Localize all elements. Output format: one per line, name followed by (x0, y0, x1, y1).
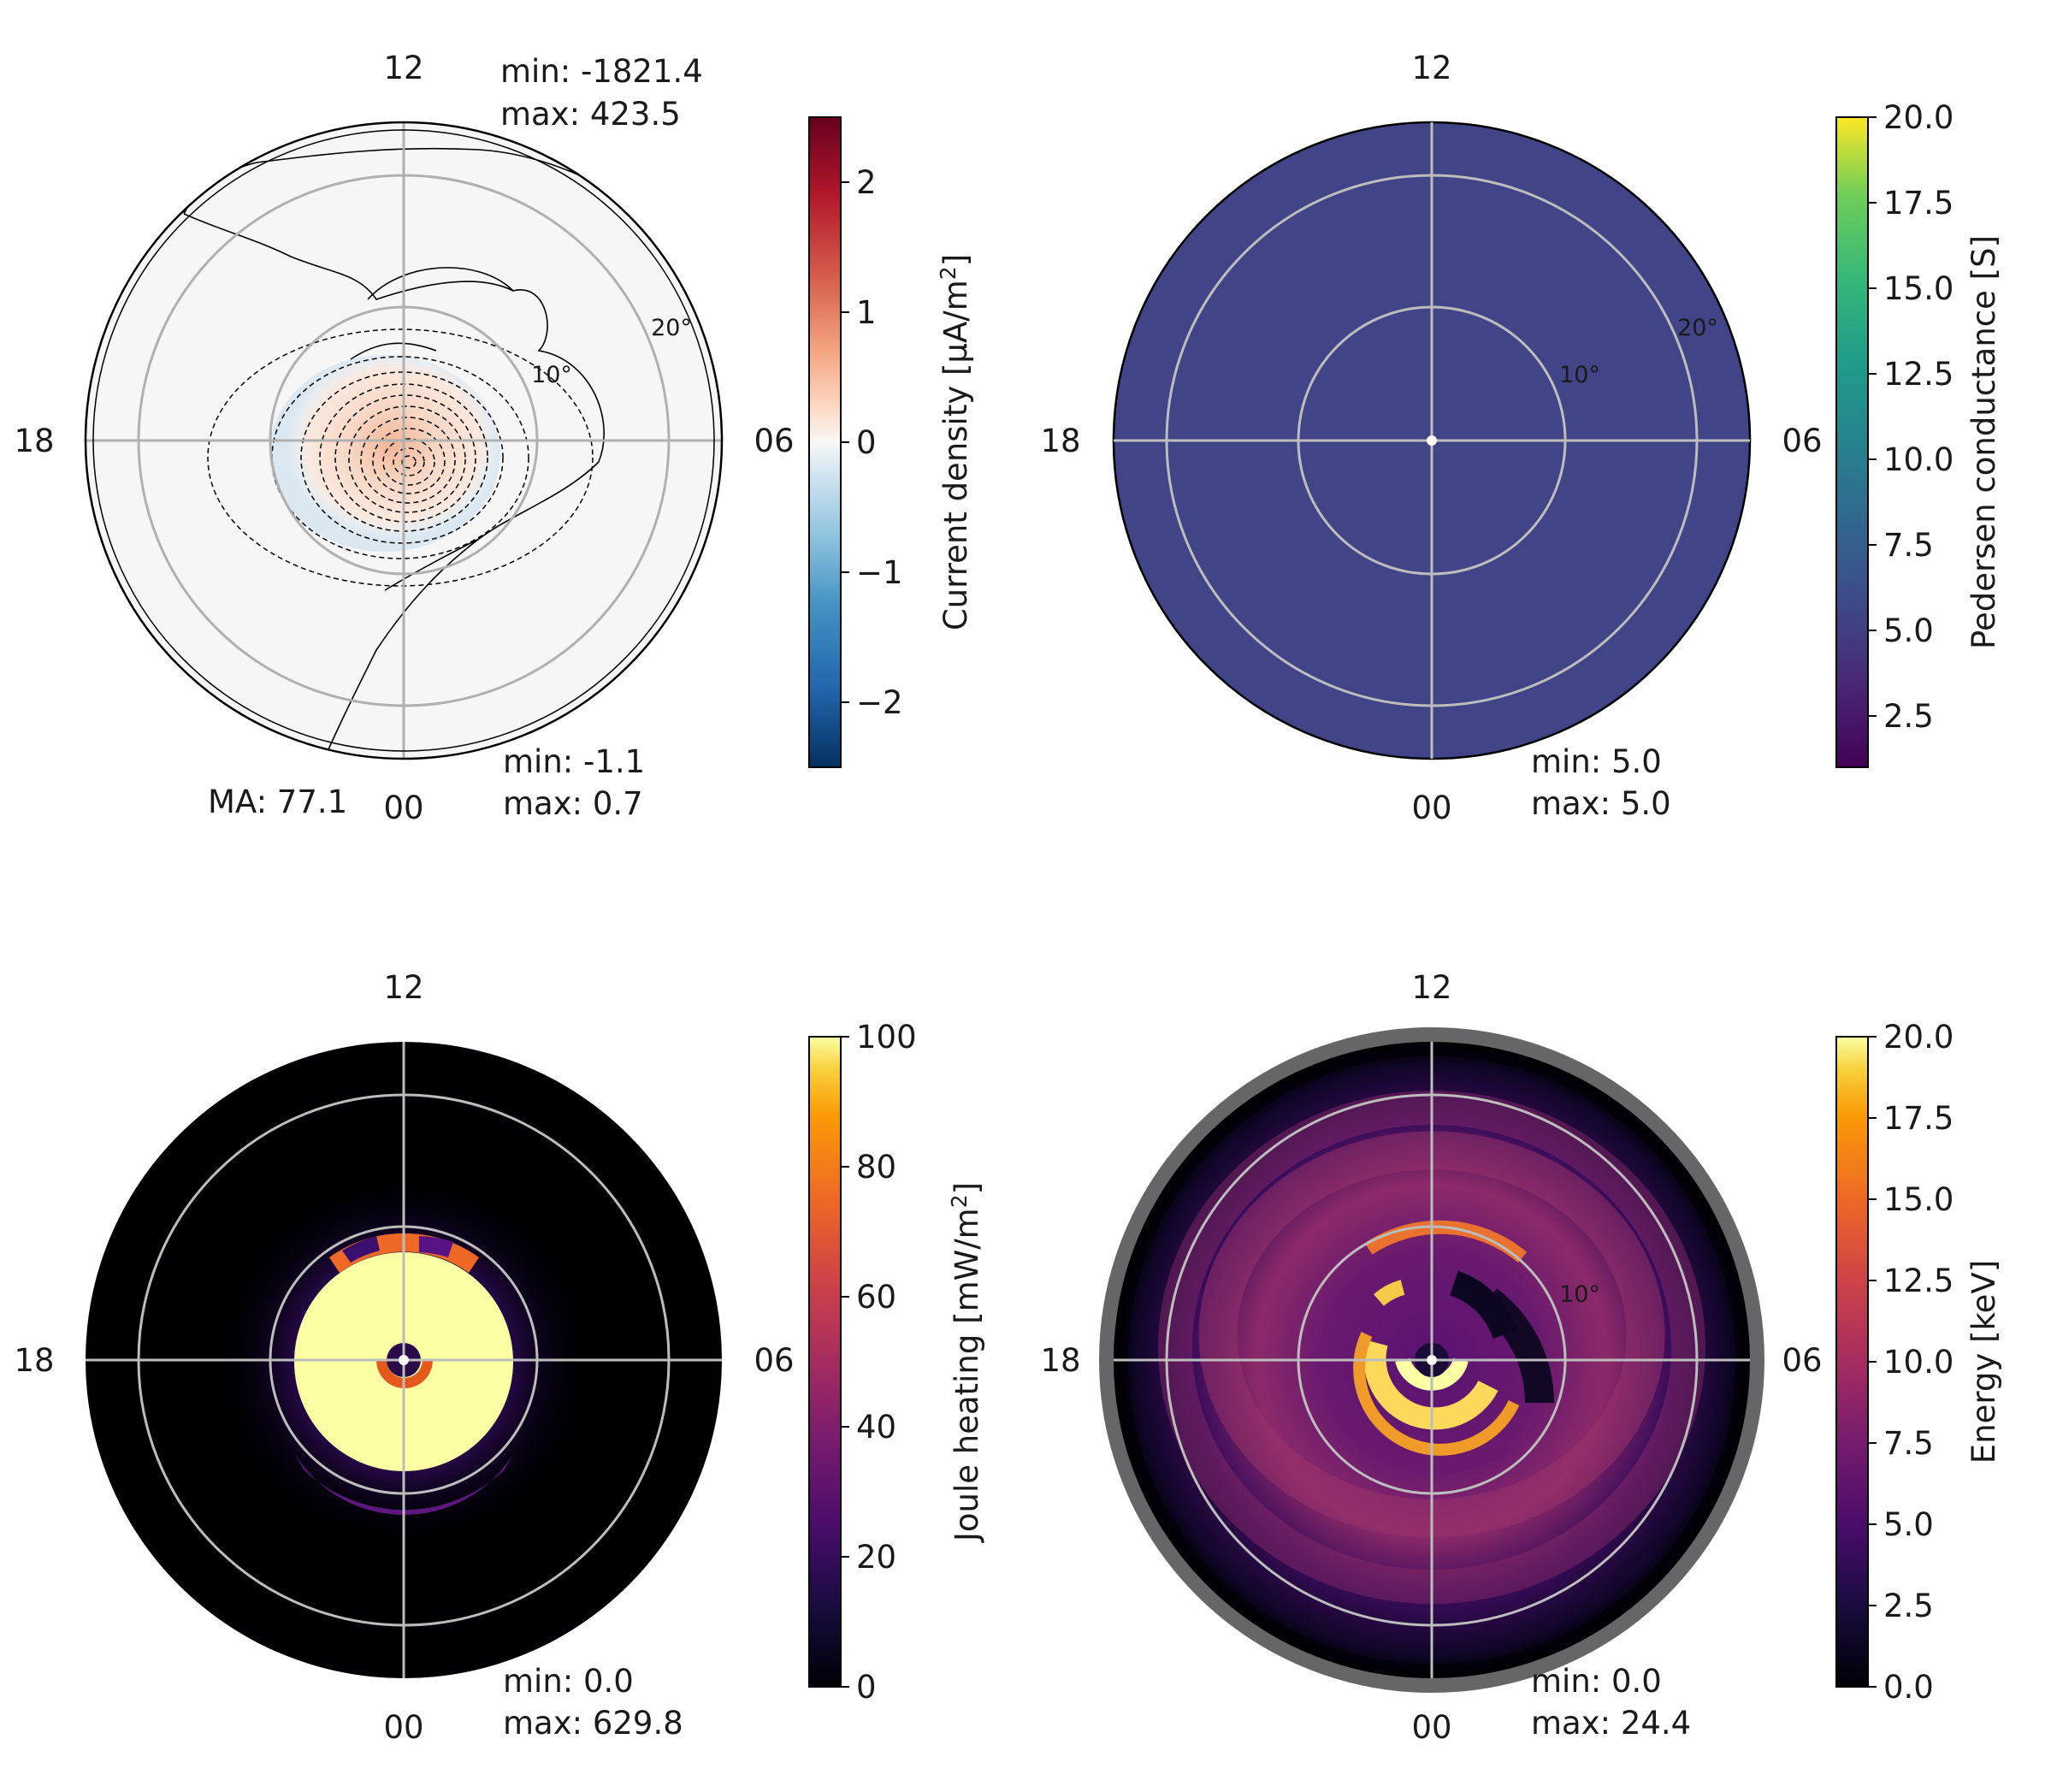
colorbar-tick-label: −1 (856, 554, 903, 591)
colorbar-label: Energy [keV] (1965, 1260, 2002, 1464)
colorbar-tick-label: 12.5 (1883, 1263, 1953, 1299)
stats-bottom-min: min: 0.0 (1531, 1663, 1662, 1700)
colorbar-label: Joule heating [mW/m2] (947, 1182, 985, 1543)
pole-marker (1427, 1355, 1437, 1365)
colorbar-tick-label: 20 (856, 1539, 896, 1576)
mlt-label-00: 00 (383, 790, 423, 826)
colorbar-tick-label: 5.0 (1883, 1506, 1934, 1543)
colorbar-tick-label: 40 (856, 1409, 896, 1446)
colorbar-gradient (808, 1036, 842, 1688)
colorbar-tick-label: 7.5 (1883, 1425, 1934, 1462)
mlt-label-18: 18 (1040, 1342, 1080, 1379)
ma-label: MA: 77.1 (208, 784, 347, 820)
colorbar-gradient (1835, 1036, 1869, 1688)
colorbar-tick-label: 20.0 (1883, 99, 1953, 136)
mlt-label-06: 06 (754, 1342, 794, 1379)
stats-top-max: max: 423.5 (500, 96, 681, 133)
colorbar-tick-label: 20.0 (1883, 1019, 1953, 1056)
panel-current-density: 12 00 18 06 10° 20° min: -1821.4 max: 42… (14, 50, 974, 826)
colorbar-label: Current density [μA/m2] (936, 254, 974, 630)
panel-joule-heating: 12 00 18 06 min: 0.0 max: 629.8 0 20 40 60 8… (14, 969, 985, 1746)
stats-bottom-min: min: -1.1 (503, 743, 645, 780)
colorbar-tick-label: 12.5 (1883, 356, 1953, 393)
colorbar-tick-label: 0 (856, 1669, 877, 1706)
colorbar-pedersen-conductance: 2.5 5.0 7.5 10.0 12.5 15.0 17.5 20.0 Pedersen c… (1835, 99, 2002, 768)
colorbar-gradient (1835, 116, 1869, 768)
colorbar-tick-label: 0 (856, 424, 877, 461)
colorbar-tick-label: 15.0 (1883, 270, 1953, 307)
stats-bottom-max: max: 0.7 (503, 785, 643, 822)
stats-top-min: min: -1821.4 (500, 53, 703, 90)
stats-bottom-max: max: 5.0 (1531, 785, 1671, 822)
ring-label-20: 20° (651, 315, 692, 341)
mlt-label-12: 12 (1411, 969, 1451, 1006)
outer-boundary-inner (92, 129, 715, 752)
colorbar-tick-label: 1 (856, 294, 877, 331)
ring-label-10: 10° (1559, 362, 1600, 388)
polar-grid (86, 122, 722, 759)
colorbar-tick-label: 5.0 (1883, 612, 1934, 649)
colorbar-tick-label: 60 (856, 1279, 896, 1316)
colorbar-tick-label: 10.0 (1883, 1344, 1953, 1381)
panel-energy: 12 00 18 06 10° min: 0.0 max: 24.4 0.0 2.… (1040, 969, 2002, 1746)
mlt-label-06: 06 (1782, 1342, 1822, 1379)
colorbar-current-density: −2 −1 0 1 2 Current density [μA/m2] (808, 116, 974, 768)
mlt-label-12: 12 (383, 50, 423, 86)
mlt-label-06: 06 (1782, 423, 1822, 459)
colorbar-tick-label: 2.5 (1883, 698, 1934, 735)
stats-bottom-min: min: 0.0 (503, 1663, 634, 1700)
inner-heating-ring (376, 1360, 433, 1388)
mlt-label-18: 18 (14, 423, 54, 459)
colorbar-tick-label: 80 (856, 1149, 896, 1186)
stats-bottom-max: max: 24.4 (1531, 1705, 1691, 1742)
colorbar-tick-label: −2 (856, 684, 903, 721)
colorbar-tick-label: 100 (856, 1019, 917, 1056)
colorbar-tick-label: 15.0 (1883, 1181, 1953, 1218)
heating-annulus (295, 1233, 513, 1515)
stats-bottom-max: max: 629.8 (503, 1705, 683, 1742)
panel-pedersen-conductance: 12 00 18 06 10° 20° min: 5.0 max: 5.0 2.… (1040, 50, 2002, 826)
colorbar-tick-label: 17.5 (1883, 1100, 1953, 1137)
colorbar-label: Pedersen conductance [S] (1965, 235, 2002, 649)
mlt-label-00: 00 (383, 1709, 423, 1746)
pole-marker (1427, 435, 1437, 446)
colorbar-gradient (808, 116, 842, 768)
mlt-label-12: 12 (1411, 50, 1451, 86)
colorbar-tick-label: 7.5 (1883, 527, 1934, 564)
mlt-label-00: 00 (1411, 1709, 1451, 1746)
mlt-label-06: 06 (754, 423, 794, 459)
mlt-label-18: 18 (14, 1342, 54, 1379)
mlt-label-12: 12 (383, 969, 423, 1006)
colorbar-joule-heating: 0 20 40 60 80 100 Joule heating [mW/m2] (808, 1019, 985, 1706)
colorbar-tick-label: 2.5 (1883, 1588, 1934, 1624)
colorbar-tick-label: 17.5 (1883, 185, 1953, 222)
colorbar-energy: 0.0 2.5 5.0 7.5 10.0 12.5 15.0 17.5 20.0 Energy … (1835, 1019, 2002, 1706)
pole-marker (399, 1355, 409, 1365)
ring-label-10: 10° (1559, 1281, 1600, 1308)
stats-bottom-min: min: 5.0 (1531, 743, 1662, 780)
mlt-label-00: 00 (1411, 790, 1451, 826)
upward-current-region (287, 351, 500, 539)
ring-label-10: 10° (531, 362, 572, 388)
colorbar-tick-label: 2 (856, 164, 877, 201)
outer-boundary (84, 121, 724, 760)
ring-label-20: 20° (1677, 315, 1718, 341)
colorbar-tick-label: 10.0 (1883, 441, 1953, 478)
mlt-label-18: 18 (1040, 423, 1080, 459)
colorbar-tick-label: 0.0 (1883, 1669, 1934, 1706)
